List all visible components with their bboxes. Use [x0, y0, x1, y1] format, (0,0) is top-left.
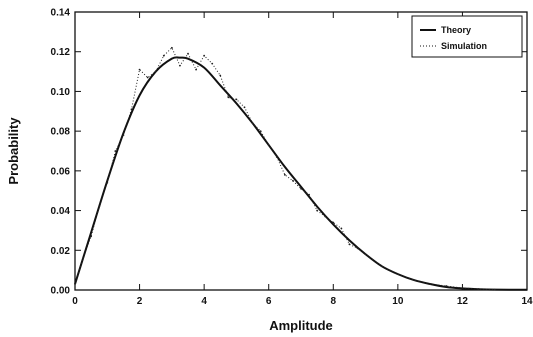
simulation-point — [98, 205, 101, 208]
y-tick-label: 0.04 — [51, 206, 71, 217]
simulation-point — [396, 273, 399, 276]
legend-box — [411, 15, 523, 58]
simulation-point — [461, 287, 464, 289]
y-tick-label: 0.00 — [51, 286, 71, 297]
y-axis-label: Probability — [6, 117, 21, 185]
simulation-point — [203, 54, 206, 57]
simulation-point — [219, 74, 222, 77]
simulation-point — [162, 54, 165, 57]
simulation-point — [82, 257, 84, 260]
simulation-point — [243, 106, 246, 109]
x-tick-label: 12 — [457, 296, 469, 307]
legend: Theory Simulation — [411, 15, 523, 58]
simulation-point — [380, 265, 383, 268]
simulation-point — [413, 279, 415, 281]
simulation-point — [106, 181, 109, 184]
series-layer — [74, 46, 528, 291]
simulation-point — [90, 235, 93, 238]
series-theory-line — [74, 56, 528, 291]
simulation-point — [187, 52, 189, 55]
simulation-point — [316, 209, 319, 212]
simulation-point — [364, 253, 367, 256]
x-tick-label: 0 — [72, 296, 78, 307]
simulation-point — [146, 76, 149, 79]
simulation-point — [138, 68, 141, 71]
simulation-point — [267, 144, 270, 146]
simulation-point — [300, 187, 302, 190]
y-tick-label: 0.12 — [51, 47, 71, 58]
legend-label-simulation: Simulation — [441, 41, 487, 51]
y-tick-label: 0.10 — [51, 87, 71, 98]
x-tick-label: 2 — [137, 296, 143, 307]
simulation-point — [348, 243, 351, 246]
simulation-point — [251, 122, 254, 125]
x-tick-label: 4 — [201, 296, 207, 307]
simulation-point — [477, 288, 480, 290]
simulation-point — [114, 150, 117, 152]
simulation-point — [211, 62, 214, 65]
simulation-point — [154, 70, 157, 73]
simulation-point — [179, 64, 181, 67]
simulation-point — [74, 283, 76, 285]
simulation-point — [235, 98, 238, 101]
simulation-point — [292, 179, 294, 182]
simulation-point — [283, 173, 286, 176]
x-tick-label: 10 — [392, 296, 404, 307]
simulation-point — [340, 227, 343, 230]
simulation-point — [332, 221, 335, 224]
simulation-point — [227, 96, 230, 99]
simulation-point — [445, 285, 448, 287]
simulation-point — [493, 288, 496, 291]
y-axis-ticks: 0.00 0.02 0.04 0.06 0.08 0.10 0.12 0.14 — [51, 8, 527, 297]
y-tick-label: 0.08 — [51, 127, 71, 138]
simulation-point — [356, 247, 359, 250]
x-tick-label: 6 — [266, 296, 272, 307]
simulation-point — [429, 283, 432, 285]
x-axis-ticks: 0 2 4 6 8 10 12 14 — [72, 12, 533, 307]
simulation-point — [308, 193, 310, 196]
simulation-point — [170, 46, 173, 49]
y-tick-label: 0.02 — [51, 246, 71, 257]
simulation-point — [130, 108, 133, 111]
simulation-point — [195, 68, 197, 71]
y-tick-label: 0.06 — [51, 166, 71, 177]
legend-label-theory: Theory — [441, 25, 471, 35]
series-simulation-line — [74, 46, 495, 291]
x-axis-label: Amplitude — [269, 318, 333, 333]
simulation-point — [324, 215, 327, 218]
simulation-point — [122, 134, 125, 137]
x-tick-label: 8 — [331, 296, 337, 307]
simulation-point — [275, 156, 278, 158]
x-tick-label: 14 — [521, 296, 533, 307]
y-tick-label: 0.14 — [51, 8, 71, 19]
simulation-point — [259, 130, 262, 133]
plot-frame — [74, 11, 528, 291]
